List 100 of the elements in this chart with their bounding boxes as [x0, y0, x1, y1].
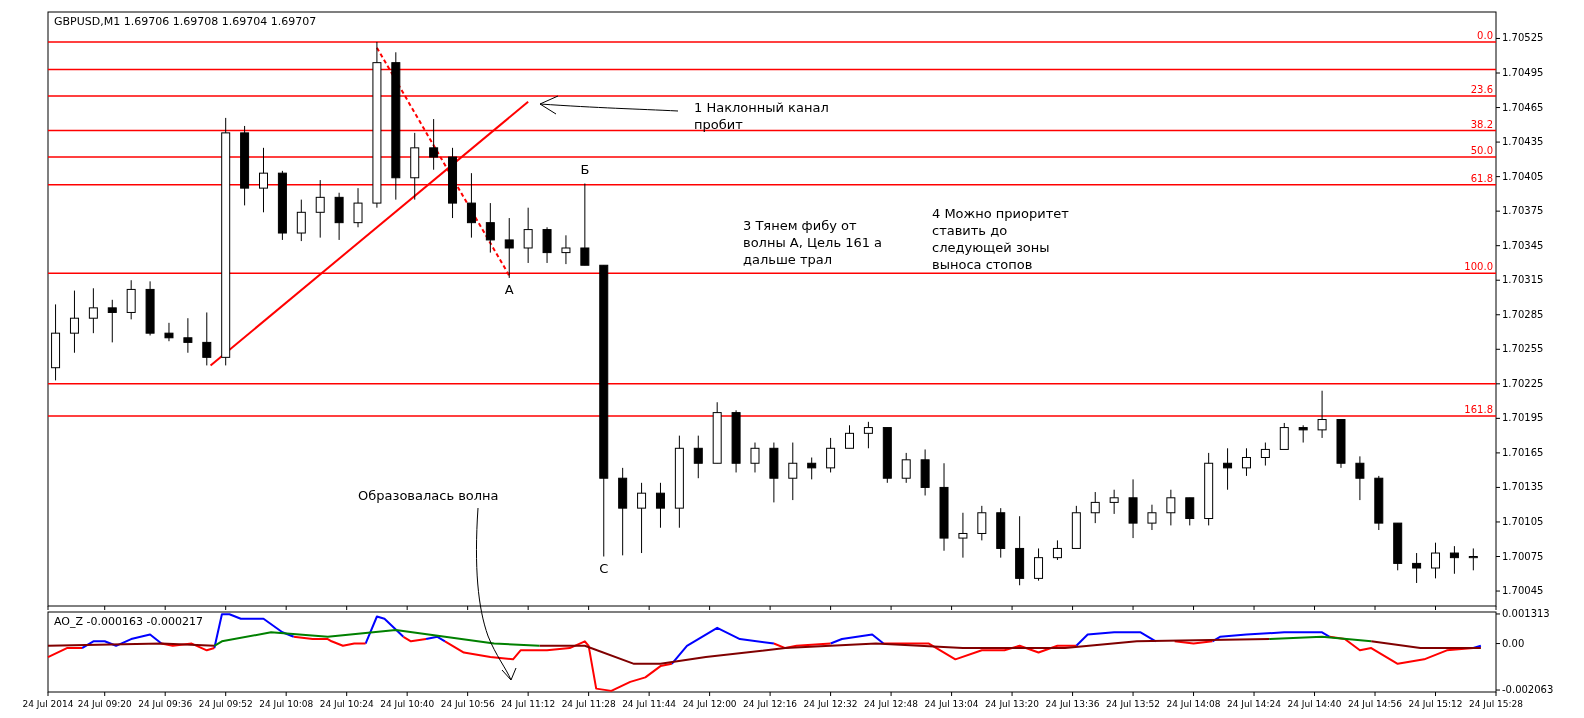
- annotation: 61.8: [1470, 172, 1493, 184]
- candlestick: [1034, 547, 1044, 582]
- y-tick-label: 1.70375: [1502, 205, 1544, 217]
- candlestick: [693, 435, 703, 479]
- candlestick: [1052, 539, 1062, 561]
- annotation: 1 Наклонный канал пробит: [694, 100, 829, 132]
- candlestick: [863, 421, 873, 449]
- annotation: 4 Можно приоритет ставить до следующей зоны выноса стопов: [932, 206, 1070, 272]
- candlestick: [429, 118, 439, 171]
- candlestick: [788, 442, 798, 501]
- x-tick-label: 24 Jul 11:12: [501, 699, 556, 709]
- y-tick-label: 1.70135: [1502, 481, 1544, 493]
- chart-title: AO_Z -0.000163 -0.000217: [54, 615, 203, 628]
- annotation: Б: [580, 161, 590, 177]
- candlestick: [69, 290, 79, 354]
- y-tick-label: 1.70285: [1502, 308, 1544, 320]
- candlestick: [1449, 545, 1459, 575]
- y-tick-label: 1.70255: [1502, 343, 1544, 355]
- candlestick: [542, 226, 552, 264]
- annotation: 161.8: [1464, 404, 1493, 416]
- y-tick-label: 1.70225: [1502, 377, 1544, 389]
- y-tick-label: 1.70045: [1502, 585, 1544, 597]
- candlestick: [561, 234, 571, 265]
- y-tick-label: 1.70195: [1502, 412, 1544, 424]
- annotation: Образовалась волна: [358, 488, 499, 503]
- x-tick-label: 24 Jul 15:28: [1469, 699, 1524, 709]
- annotation: 3 Тянем фибу от волны А, Цель 161 а дальше трал: [743, 218, 883, 267]
- candlestick: [1260, 442, 1270, 467]
- x-tick-label: 24 Jul 13:52: [1106, 699, 1161, 709]
- annotation: 0.0: [1477, 29, 1493, 41]
- x-tick-label: 24 Jul 13:36: [1045, 699, 1100, 709]
- candlestick: [977, 505, 987, 541]
- x-tick-label: 24 Jul 12:32: [803, 699, 858, 709]
- y-tick-label: 1.70165: [1502, 446, 1544, 458]
- candlestick: [296, 199, 306, 242]
- candlestick: [353, 187, 363, 228]
- candlestick: [1317, 390, 1327, 439]
- candlestick: [655, 482, 665, 529]
- annotation: 23.6: [1470, 84, 1493, 96]
- x-tick-label: 24 Jul 09:36: [138, 699, 193, 709]
- annotation: А: [504, 281, 514, 297]
- candlestick: [958, 512, 968, 559]
- x-tick-label: 24 Jul 09:20: [77, 699, 132, 709]
- x-tick-label: 24 Jul 11:44: [622, 699, 677, 709]
- candlestick: [901, 452, 911, 484]
- x-tick-label: 24 Jul 09:52: [198, 699, 253, 709]
- y-tick-label: 1.70105: [1502, 515, 1544, 527]
- candlestick: [259, 147, 268, 213]
- candlestick: [1468, 547, 1478, 571]
- candlestick: [1431, 542, 1441, 579]
- x-tick-label: 24 Jul 10:08: [259, 699, 314, 709]
- candlestick: [88, 287, 98, 334]
- x-tick-label: 24 Jul 14:40: [1287, 699, 1342, 709]
- y-tick-label: 0.00: [1502, 637, 1525, 649]
- y-tick-label: 1.70465: [1502, 101, 1544, 113]
- candlestick: [637, 482, 647, 554]
- candlestick: [126, 279, 136, 320]
- candlestick: [183, 317, 193, 354]
- x-tick-label: 24 Jul 11:28: [561, 699, 616, 709]
- candlestick: [750, 442, 760, 473]
- candlestick: [826, 437, 836, 473]
- candlestick: [1166, 489, 1176, 526]
- candlestick: [315, 179, 325, 239]
- y-tick-label: 1.70435: [1502, 136, 1544, 148]
- x-tick-label: 24 Jul 14:56: [1348, 699, 1403, 709]
- x-tick-label: 24 Jul 13:04: [924, 699, 979, 709]
- y-tick-label: 1.70495: [1502, 67, 1544, 79]
- x-tick-label: 24 Jul 10:24: [319, 699, 374, 709]
- x-tick-label: 24 Jul 14:08: [1166, 699, 1221, 709]
- y-tick-label: 1.70315: [1502, 274, 1544, 286]
- candlestick: [466, 172, 476, 239]
- candlestick: [1109, 489, 1119, 515]
- x-tick-label: 24 Jul 10:40: [380, 699, 435, 709]
- candlestick: [523, 207, 533, 264]
- annotation: С: [599, 560, 609, 576]
- candlestick: [580, 183, 590, 266]
- y-tick-label: -0.002063: [1502, 684, 1554, 696]
- candlestick: [107, 299, 117, 343]
- candlestick: [1223, 447, 1233, 491]
- y-tick-label: 1.70345: [1502, 239, 1544, 251]
- annotation: 50.0: [1470, 145, 1493, 157]
- y-tick-label: 1.70525: [1502, 32, 1544, 44]
- x-tick-label: 24 Jul 2014: [22, 699, 74, 709]
- x-tick-label: 24 Jul 12:48: [864, 699, 919, 709]
- candlestick: [504, 217, 514, 279]
- annotation: 38.2: [1470, 118, 1493, 130]
- x-tick-label: 24 Jul 12:00: [682, 699, 737, 709]
- x-tick-label: 24 Jul 12:16: [743, 699, 798, 709]
- annotation: 100.0: [1464, 261, 1493, 273]
- y-tick-label: 0.001313: [1502, 607, 1550, 619]
- candlestick: [164, 322, 174, 342]
- candlestick: [1147, 504, 1157, 531]
- candlestick: [1412, 552, 1422, 584]
- candlestick: [1355, 455, 1365, 501]
- candlestick: [202, 311, 212, 366]
- y-tick-label: 1.70405: [1502, 170, 1544, 182]
- y-tick-label: 1.70075: [1502, 550, 1544, 562]
- candlestick: [485, 202, 495, 254]
- candlestick: [807, 457, 817, 480]
- chart-title: GBPUSD,M1 1.69706 1.69708 1.69704 1.69707: [54, 15, 317, 28]
